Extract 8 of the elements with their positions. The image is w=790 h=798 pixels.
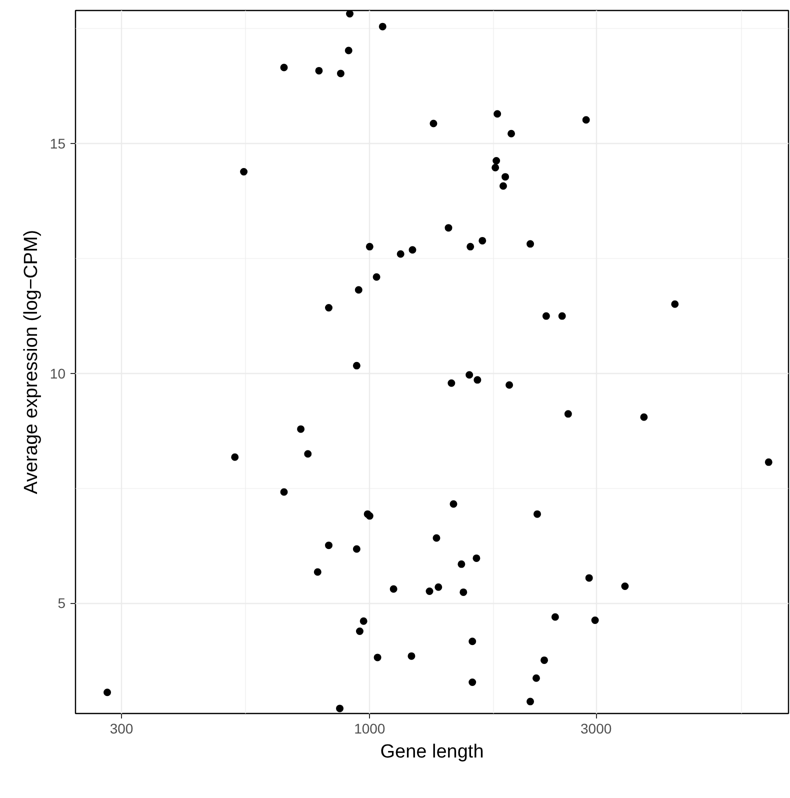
y-tick-label: 5 xyxy=(58,595,66,612)
y-tick-label: 15 xyxy=(50,136,66,152)
x-tick-label: 3000 xyxy=(580,720,612,736)
x-tick-label: 1000 xyxy=(354,720,386,736)
x-tick-label: 300 xyxy=(110,720,134,736)
x-axis-title: Gene length xyxy=(380,742,484,762)
y-tick-label: 10 xyxy=(50,365,66,382)
y-axis-title: Average expression (log−CPM) xyxy=(20,230,42,494)
